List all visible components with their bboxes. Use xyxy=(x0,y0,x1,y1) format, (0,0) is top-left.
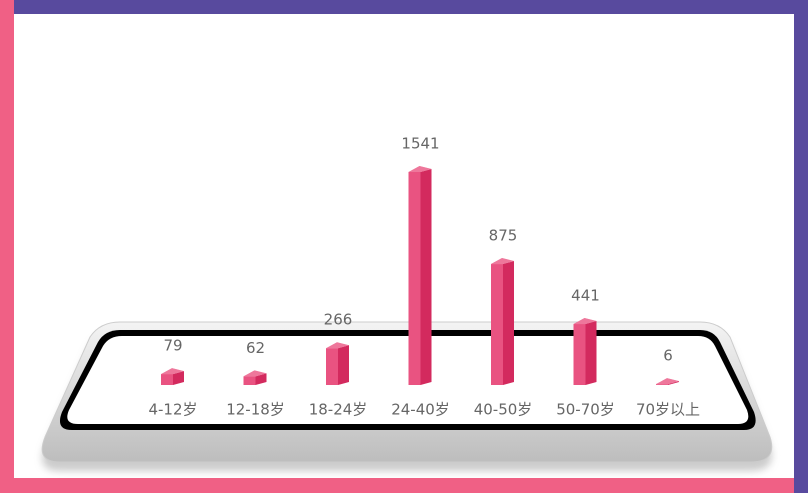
bar-front xyxy=(491,264,503,385)
bar-side xyxy=(338,345,349,385)
x-tick-label: 24-40岁 xyxy=(391,401,450,419)
data-label: 875 xyxy=(489,227,518,245)
bar-side-shade xyxy=(503,261,514,385)
data-label: 266 xyxy=(324,311,353,329)
x-tick-label: 18-24岁 xyxy=(309,401,368,419)
x-tick-label: 12-18岁 xyxy=(226,401,285,419)
x-tick-label: 70岁以上 xyxy=(636,401,700,419)
bar-top-shade xyxy=(656,378,679,385)
data-label: 441 xyxy=(571,287,600,305)
bar-side xyxy=(255,373,267,385)
data-label: 1541 xyxy=(401,135,439,153)
bar-front xyxy=(408,172,421,385)
bar-side-shade xyxy=(255,373,267,385)
bar-top-shade xyxy=(326,342,349,349)
bar-top xyxy=(656,378,679,385)
bar-front xyxy=(161,374,173,385)
data-label: 79 xyxy=(163,337,182,355)
x-tick-label: 50-70岁 xyxy=(556,401,615,419)
bar-top xyxy=(161,368,184,375)
bar-top xyxy=(408,166,432,172)
bar-front-shade xyxy=(161,374,173,385)
bar-front-shade xyxy=(573,324,586,385)
x-tick-label: 4-12岁 xyxy=(148,401,197,419)
bar-side-shade xyxy=(668,381,679,385)
data-label: 62 xyxy=(246,339,265,357)
bar-side-shade xyxy=(585,321,597,385)
frame-bottom xyxy=(0,478,794,493)
bar-front xyxy=(243,376,256,385)
bar-top xyxy=(243,370,267,377)
bar-top-shade xyxy=(161,368,184,375)
bar-side-shade xyxy=(173,371,184,385)
frame-top xyxy=(0,0,808,14)
bar-front-shade xyxy=(656,384,668,385)
bar-top xyxy=(326,342,349,349)
platform xyxy=(41,321,773,471)
bar-side xyxy=(668,381,679,385)
bar-side xyxy=(503,261,514,385)
bar-side-shade xyxy=(420,169,432,385)
data-label: 6 xyxy=(663,347,673,365)
bar-side xyxy=(420,169,432,385)
bar-side-shade xyxy=(338,345,349,385)
bar-side xyxy=(585,321,597,385)
bar-top xyxy=(491,258,514,265)
bar-side xyxy=(173,371,184,385)
bar-top-shade xyxy=(243,370,267,377)
bar-front-shade xyxy=(408,172,421,385)
bar-top-shade xyxy=(573,318,597,325)
bar-front xyxy=(656,384,668,385)
frame-left xyxy=(0,0,14,493)
bar-front-shade xyxy=(491,264,503,385)
frame-right xyxy=(794,0,808,493)
bar-front xyxy=(326,348,338,385)
x-tick-label: 40-50岁 xyxy=(474,401,533,419)
bar-top-shade xyxy=(491,258,514,265)
bar-front-shade xyxy=(326,348,338,385)
bar-top-shade xyxy=(408,166,432,172)
bar-top xyxy=(573,318,597,325)
bar-front xyxy=(573,324,586,385)
bar-front-shade xyxy=(243,376,256,385)
